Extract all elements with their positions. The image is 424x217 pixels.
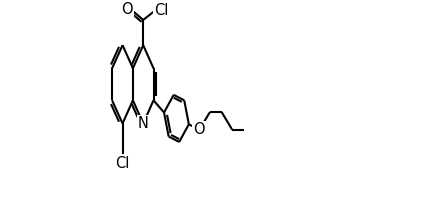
Text: Cl: Cl — [154, 3, 168, 18]
Text: N: N — [138, 116, 149, 131]
Text: O: O — [121, 2, 132, 17]
Text: Cl: Cl — [115, 156, 130, 171]
Text: O: O — [194, 122, 205, 137]
